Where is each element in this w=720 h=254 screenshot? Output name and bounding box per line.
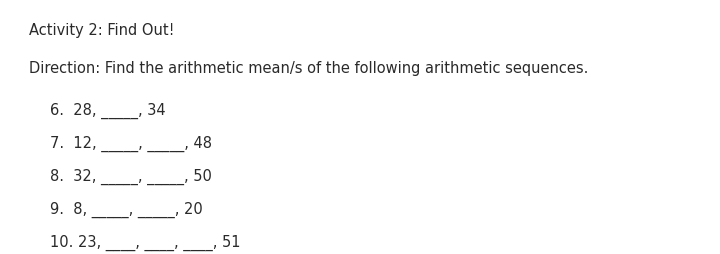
- Text: 9.  8, _____, _____, 20: 9. 8, _____, _____, 20: [50, 202, 203, 218]
- Text: 8.  32, _____, _____, 50: 8. 32, _____, _____, 50: [50, 169, 212, 185]
- Text: Activity 2: Find Out!: Activity 2: Find Out!: [29, 23, 174, 38]
- Text: 6.  28, _____, 34: 6. 28, _____, 34: [50, 103, 166, 119]
- Text: 10. 23, ____, ____, ____, 51: 10. 23, ____, ____, ____, 51: [50, 235, 241, 251]
- Text: Direction: Find the arithmetic mean/s of the following arithmetic sequences.: Direction: Find the arithmetic mean/s of…: [29, 61, 588, 76]
- Text: 7.  12, _____, _____, 48: 7. 12, _____, _____, 48: [50, 136, 212, 152]
